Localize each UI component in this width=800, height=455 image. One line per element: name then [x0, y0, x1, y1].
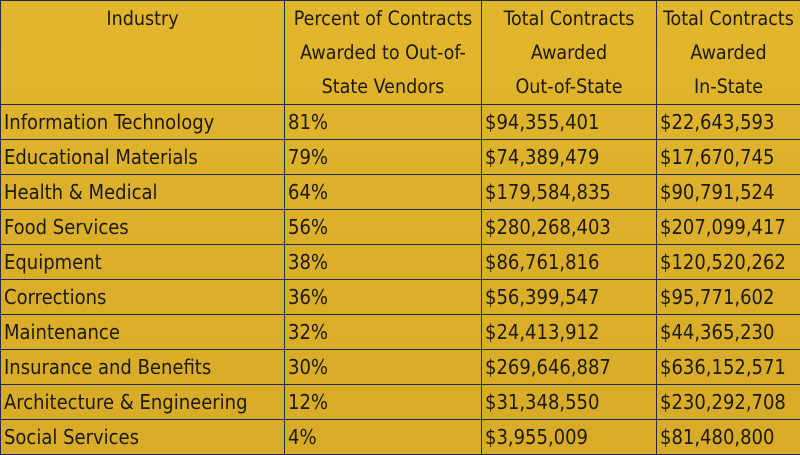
industry-cell: Maintenance: [0, 314, 285, 350]
percent-out-of-state-cell: 81%: [284, 104, 482, 140]
col-header-line: State Vendors: [321, 75, 445, 98]
col-header-line: Awarded to Out-of-: [300, 41, 466, 64]
table-row: Maintenance 32% $24,413,912 $44,365,230: [0, 314, 800, 350]
out-of-state-total-cell: $179,584,835: [481, 174, 657, 210]
table-row: Corrections 36% $56,399,547 $95,771,602: [0, 279, 800, 315]
percent-out-of-state-cell: 36%: [284, 279, 482, 315]
out-of-state-total-cell: $269,646,887: [481, 349, 657, 385]
percent-out-of-state-cell: 30%: [284, 349, 482, 385]
col-header-line: Total Contracts: [503, 7, 635, 30]
table-row: Food Services 56% $280,268,403 $207,099,417: [0, 209, 800, 245]
table-row: Social Services 4% $3,955,009 $81,480,800: [0, 419, 800, 455]
col-header-line: Awarded: [690, 41, 767, 64]
header-row: Industry Percent of Contracts Awarded to…: [0, 0, 800, 105]
col-header-line: Awarded: [530, 41, 608, 64]
table-row: Architecture & Engineering 12% $31,348,550…: [0, 384, 800, 420]
industry-cell: Architecture & Engineering: [0, 384, 285, 420]
out-of-state-total-cell: $94,355,401: [481, 104, 657, 140]
table-body: Information Technology 81% $94,355,401 $22,…: [0, 104, 800, 455]
industry-cell: Health & Medical: [0, 174, 285, 210]
in-state-total-cell: $44,365,230: [656, 314, 800, 350]
table-row: Information Technology 81% $94,355,401 $22,…: [0, 104, 800, 140]
in-state-total-cell: $230,292,708: [656, 384, 800, 420]
col-header-industry: Industry: [0, 0, 285, 105]
col-header-line: Industry: [106, 7, 179, 30]
out-of-state-total-cell: $56,399,547: [481, 279, 657, 315]
in-state-total-cell: $17,670,745: [656, 139, 800, 175]
col-header-line: Total Contracts: [663, 7, 794, 30]
industry-cell: Food Services: [0, 209, 285, 245]
col-header-total-out-of-state: Total Contracts Awarded Out-of-State: [481, 0, 657, 105]
col-header-line: In-State: [693, 75, 764, 98]
industry-cell: Insurance and Benefits: [0, 349, 285, 385]
percent-out-of-state-cell: 4%: [284, 419, 482, 455]
percent-out-of-state-cell: 79%: [284, 139, 482, 175]
industry-cell: Equipment: [0, 244, 285, 280]
out-of-state-total-cell: $3,955,009: [481, 419, 657, 455]
table-row: Health & Medical 64% $179,584,835 $90,791,5…: [0, 174, 800, 210]
in-state-total-cell: $95,771,602: [656, 279, 800, 315]
table-header: Industry Percent of Contracts Awarded to…: [0, 0, 800, 105]
out-of-state-total-cell: $31,348,550: [481, 384, 657, 420]
percent-out-of-state-cell: 64%: [284, 174, 482, 210]
table-row: Educational Materials 79% $74,389,479 $17,6…: [0, 139, 800, 175]
table-row: Insurance and Benefits 30% $269,646,887 $63…: [0, 349, 800, 385]
out-of-state-total-cell: $74,389,479: [481, 139, 657, 175]
percent-out-of-state-cell: 32%: [284, 314, 482, 350]
percent-out-of-state-cell: 12%: [284, 384, 482, 420]
percent-out-of-state-cell: 38%: [284, 244, 482, 280]
out-of-state-total-cell: $280,268,403: [481, 209, 657, 245]
col-header-line: Out-of-State: [515, 75, 623, 98]
in-state-total-cell: $207,099,417: [656, 209, 800, 245]
industry-cell: Information Technology: [0, 104, 285, 140]
out-of-state-total-cell: $24,413,912: [481, 314, 657, 350]
percent-out-of-state-cell: 56%: [284, 209, 482, 245]
industry-cell: Educational Materials: [0, 139, 285, 175]
out-of-state-total-cell: $86,761,816: [481, 244, 657, 280]
in-state-total-cell: $90,791,524: [656, 174, 800, 210]
in-state-total-cell: $22,643,593: [656, 104, 800, 140]
table-row: Equipment 38% $86,761,816 $120,520,262: [0, 244, 800, 280]
in-state-total-cell: $81,480,800: [656, 419, 800, 455]
in-state-total-cell: $636,152,571: [656, 349, 800, 385]
col-header-line: Percent of Contracts: [293, 7, 473, 30]
industry-cell: Corrections: [0, 279, 285, 315]
industry-cell: Social Services: [0, 419, 285, 455]
col-header-percent-out-of-state: Percent of Contracts Awarded to Out-of- …: [284, 0, 482, 105]
col-header-total-in-state: Total Contracts Awarded In-State: [656, 0, 800, 105]
in-state-total-cell: $120,520,262: [656, 244, 800, 280]
